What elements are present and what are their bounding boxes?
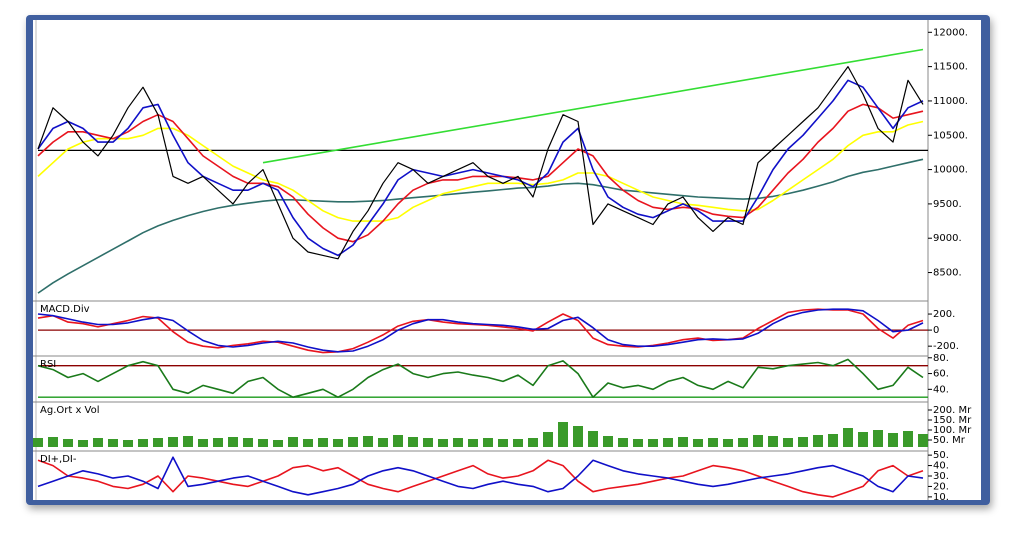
panel-title: Ag.Ort x Vol [40,405,100,416]
bar [183,436,193,447]
series-line [37,66,924,260]
bar [393,435,403,447]
bar [633,439,643,447]
bar [903,431,913,447]
bar [918,434,928,447]
bar [138,439,148,447]
y-tick-label: 50. [933,450,949,461]
bar [168,437,178,447]
bar [873,430,883,447]
y-tick-label: -200. [933,341,959,352]
y-tick-label: 10000. [933,165,968,176]
series-line [37,456,924,496]
bar [723,439,733,447]
y-tick-label: 40. [933,384,949,395]
y-tick-label: 9000. [933,233,962,244]
bar [528,438,538,447]
y-tick-label: 200. Mr [933,405,972,416]
y-tick-label: 30. [933,471,949,482]
y-tick-label: 80. [933,353,949,364]
bar [453,438,463,447]
bar [33,438,43,447]
series-line [37,308,924,353]
bar [858,432,868,447]
bar [513,439,523,447]
bar [573,426,583,447]
y-tick-label: 40. [933,461,949,472]
series-line [37,103,924,243]
y-tick-label: 200. [933,309,955,320]
series-line [37,120,924,222]
bar [333,439,343,447]
y-tick-label: 100. Mr [933,425,972,436]
series-line [37,459,924,498]
bar [603,436,613,447]
y-tick-label: 9500. [933,199,962,210]
bar [243,438,253,447]
bar [348,437,358,447]
bar [483,438,493,447]
bar [588,431,598,447]
bar [768,436,778,447]
series-line [37,358,924,398]
y-tick-label: 12000. [933,27,968,38]
y-tick-label: 60. [933,369,949,380]
bar [408,437,418,447]
panel-title: MACD.Div [40,304,90,315]
panel-title: DI+,DI- [40,454,77,465]
bar [123,440,133,447]
bar [558,422,568,447]
bar [648,439,658,447]
bar [783,438,793,447]
bar [273,440,283,447]
bar [213,438,223,447]
bar [468,439,478,447]
bar [753,435,763,447]
bar [153,438,163,447]
y-tick-label: 10. [933,492,949,503]
y-tick-label: 11000. [933,96,968,107]
bar [708,438,718,447]
bar [678,437,688,447]
bar [663,438,673,447]
bar [258,439,268,447]
bar [813,435,823,447]
bar [78,440,88,447]
bar [618,438,628,447]
y-tick-label: 20. [933,481,949,492]
bar [888,433,898,447]
bar [63,439,73,447]
y-tick-label: 10500. [933,130,968,141]
bar [423,438,433,447]
bar [288,437,298,447]
y-tick-label: 11500. [933,62,968,73]
bar [198,439,208,447]
y-tick-label: 150. Mr [933,415,972,426]
bar [93,438,103,447]
bar [303,439,313,447]
bar [828,434,838,447]
trend-line [262,48,924,164]
panel-title: RSI [40,359,56,370]
bar [498,439,508,447]
bar [318,438,328,447]
bar [798,437,808,447]
bar [438,439,448,447]
bar [843,428,853,447]
y-tick-label: 50. Mr [933,435,966,446]
bar [738,438,748,447]
series-line [37,79,924,257]
bar [48,437,58,447]
bar [363,436,373,447]
bar [543,432,553,447]
series-line [37,158,924,294]
bar [378,438,388,447]
y-tick-label: 0 [933,325,939,336]
bar [108,439,118,447]
bar [228,437,238,447]
bar [693,439,703,447]
y-tick-label: 8500. [933,268,962,279]
